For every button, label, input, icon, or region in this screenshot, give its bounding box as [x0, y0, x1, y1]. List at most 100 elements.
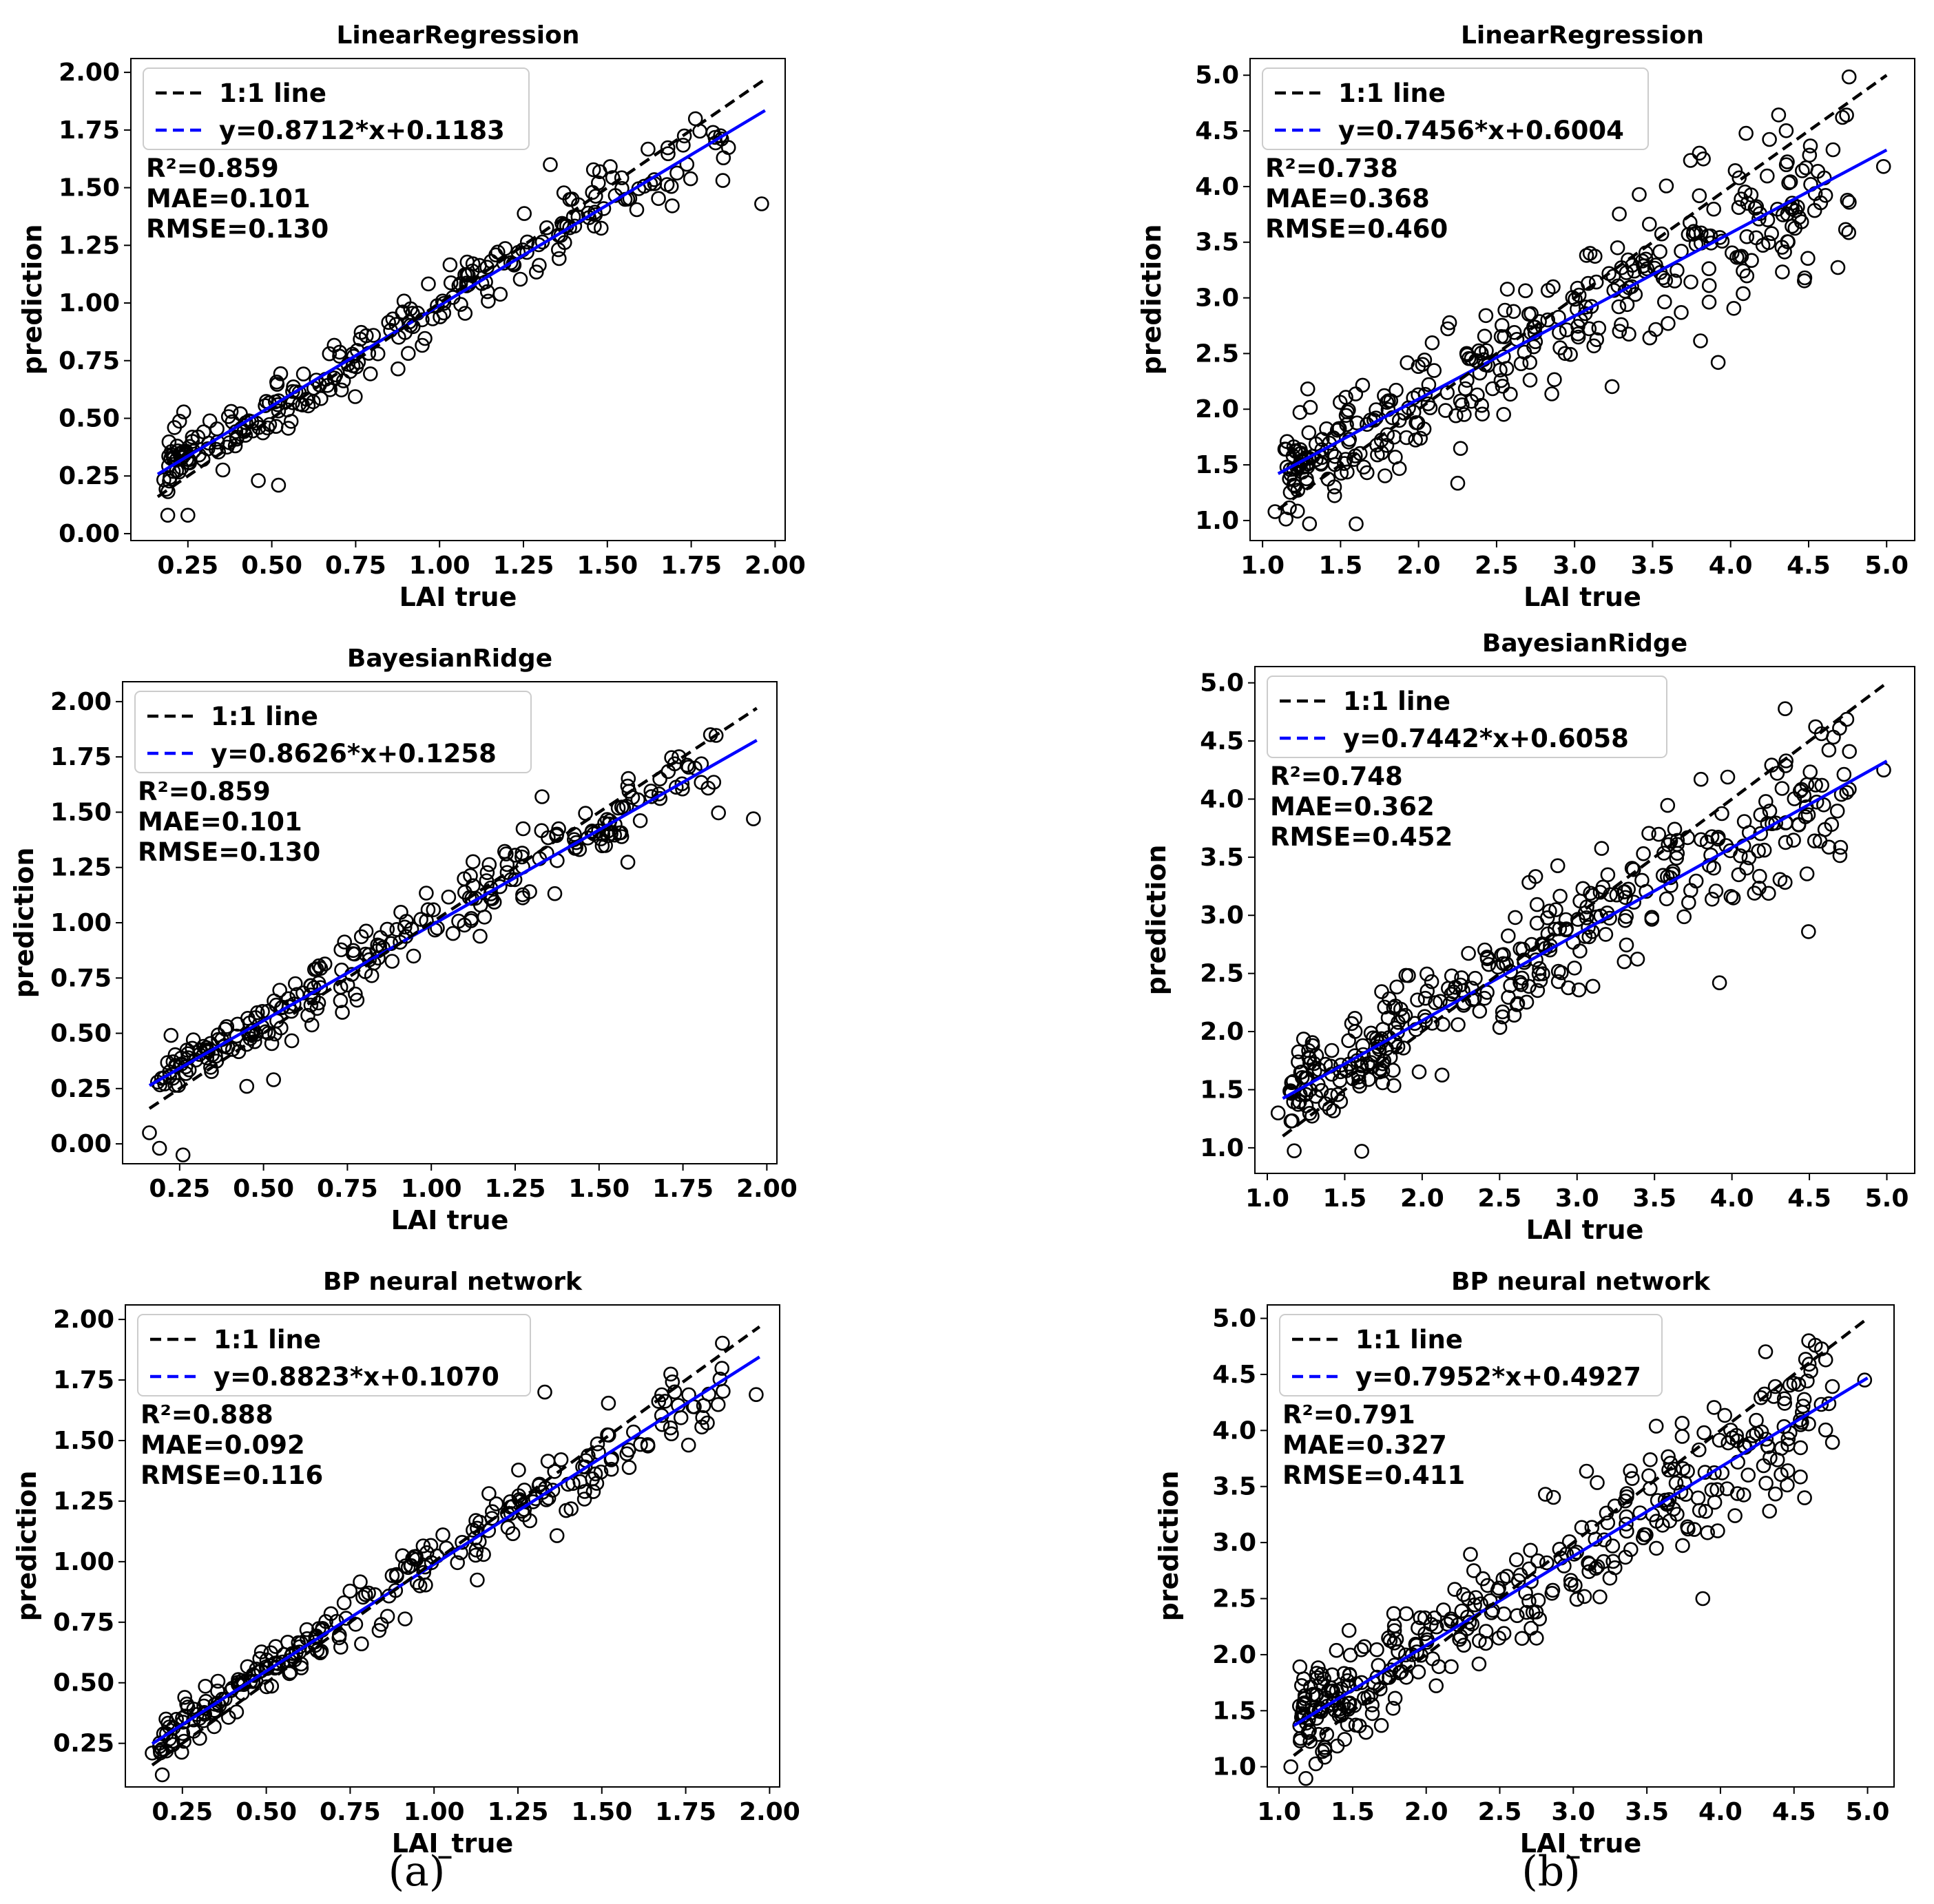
data-point: [547, 886, 563, 901]
data-point: [1841, 224, 1856, 240]
data-point: [1267, 504, 1282, 519]
legend-fit-label: y=0.7442*x+0.6058: [1343, 724, 1629, 753]
y-axis-label: prediction: [1136, 224, 1167, 375]
data-point: [1391, 461, 1407, 477]
data-point: [1793, 1469, 1808, 1485]
y-tick-label: 1.75: [50, 743, 112, 771]
data-point: [1698, 1504, 1714, 1519]
data-point: [500, 1520, 516, 1536]
data-point: [1657, 294, 1672, 310]
data-point: [503, 872, 519, 888]
data-point: [1812, 833, 1828, 849]
data-point: [1354, 1675, 1369, 1691]
y-tick-label: 1.50: [59, 174, 120, 202]
data-point: [1747, 200, 1763, 216]
data-point: [1510, 1608, 1525, 1623]
data-point: [1411, 1064, 1427, 1080]
data-point: [1761, 886, 1776, 901]
data-point: [353, 1574, 368, 1589]
data-point: [680, 760, 696, 775]
data-point: [1807, 833, 1822, 848]
data-point: [1670, 833, 1685, 848]
data-point: [481, 1486, 497, 1501]
data-point: [1610, 240, 1625, 255]
y-tick-label: 4.0: [1195, 173, 1239, 201]
data-point: [1371, 1039, 1386, 1054]
data-point: [492, 879, 508, 895]
data-point: [1417, 990, 1433, 1006]
data-point: [1734, 249, 1749, 264]
data-point: [1775, 264, 1790, 280]
data-point: [601, 1427, 616, 1443]
data-point: [1842, 194, 1857, 210]
data-point: [1481, 956, 1497, 972]
data-point: [1360, 465, 1375, 481]
fit-line: [148, 739, 758, 1087]
data-point: [1642, 216, 1657, 232]
data-point: [1623, 1463, 1638, 1478]
data-point: [412, 1578, 428, 1593]
y-tick-label: 0.75: [53, 1609, 114, 1637]
stat-rmse: RMSE=0.460: [1265, 214, 1448, 244]
data-point: [1532, 973, 1548, 988]
data-point: [1297, 1688, 1313, 1704]
stat-mae: MAE=0.368: [1265, 184, 1430, 213]
data-point: [1493, 373, 1509, 388]
data-point: [1814, 777, 1829, 793]
legend-identity-label: 1:1 line: [1338, 79, 1446, 108]
data-point: [1355, 377, 1371, 393]
data-point: [680, 1437, 696, 1453]
x-tick-label: 1.00: [404, 1798, 465, 1826]
y-axis-label: prediction: [1141, 845, 1172, 996]
data-point: [1681, 895, 1696, 910]
data-point: [1495, 317, 1510, 333]
data-point: [1444, 1659, 1459, 1675]
data-point: [309, 1001, 325, 1016]
data-point: [1313, 1675, 1329, 1691]
data-point: [1818, 187, 1833, 203]
y-axis-label: prediction: [12, 1471, 42, 1622]
data-point: [1546, 1489, 1561, 1505]
data-point: [1800, 251, 1816, 266]
data-point: [1287, 1143, 1302, 1158]
data-point: [1626, 895, 1641, 910]
data-point: [1832, 848, 1848, 864]
data-point: [1329, 422, 1345, 438]
data-point: [211, 444, 227, 460]
data-point: [1755, 238, 1771, 253]
data-point: [1594, 841, 1610, 856]
data-point: [1495, 378, 1510, 394]
data-point: [1307, 1063, 1322, 1079]
data-point: [1778, 835, 1793, 850]
data-point: [1619, 297, 1635, 313]
data-point: [1355, 1047, 1371, 1063]
data-point: [1522, 373, 1538, 388]
stat-r2: R²=0.748: [1270, 762, 1403, 791]
x-tick-label: 1.50: [568, 1175, 630, 1203]
data-point: [585, 1484, 601, 1499]
data-point: [1808, 777, 1823, 793]
data-point: [1563, 1576, 1579, 1592]
data-point: [1417, 1610, 1433, 1626]
data-point: [710, 1396, 726, 1412]
data-point: [1758, 1344, 1774, 1359]
data-point: [1364, 1706, 1380, 1722]
y-tick-label: 3.0: [1195, 284, 1239, 313]
data-point: [1404, 1647, 1420, 1662]
data-point: [711, 805, 726, 821]
data-point: [175, 1147, 191, 1162]
data-point: [1525, 1604, 1541, 1620]
data-point: [515, 887, 530, 903]
data-point: [1296, 1697, 1311, 1712]
data-point: [1495, 1004, 1510, 1020]
plot-frame: [122, 681, 778, 1164]
x-axis-label: LAI_true: [392, 1828, 514, 1859]
data-point: [1291, 1044, 1307, 1060]
data-point: [1471, 1656, 1487, 1672]
data-point: [511, 1463, 526, 1478]
identity-line: [1282, 681, 1888, 1138]
data-point: [1293, 1733, 1308, 1748]
x-tick-label: 0.50: [236, 1798, 297, 1826]
